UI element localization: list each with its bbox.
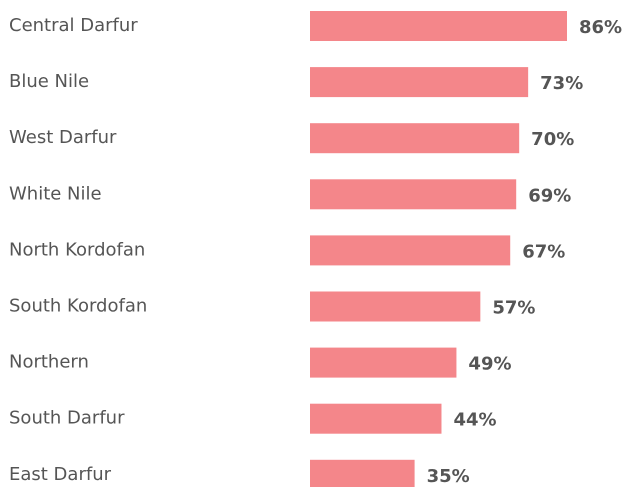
value-label: 67% bbox=[522, 241, 565, 262]
bar bbox=[310, 403, 442, 434]
category-label: North Kordofan bbox=[9, 239, 145, 260]
category-label: White Nile bbox=[9, 183, 102, 204]
category-label: Blue Nile bbox=[9, 71, 89, 92]
bar bbox=[310, 67, 529, 98]
bar bbox=[310, 291, 481, 322]
value-label: 86% bbox=[579, 17, 622, 38]
value-label: 44% bbox=[453, 410, 496, 431]
value-label: 70% bbox=[531, 129, 574, 150]
value-label: 69% bbox=[528, 185, 571, 206]
bar bbox=[310, 459, 415, 487]
bar bbox=[310, 347, 457, 378]
category-label: West Darfur bbox=[9, 127, 117, 148]
bar bbox=[310, 123, 520, 154]
value-label: 49% bbox=[468, 354, 511, 375]
category-label: Central Darfur bbox=[9, 15, 138, 36]
category-label: Northern bbox=[9, 352, 89, 373]
category-label: East Darfur bbox=[9, 464, 112, 485]
category-label: South Kordofan bbox=[9, 296, 147, 317]
value-label: 35% bbox=[427, 466, 470, 487]
value-label: 57% bbox=[492, 298, 535, 319]
bar bbox=[310, 235, 511, 266]
bar bbox=[310, 179, 517, 210]
category-label: South Darfur bbox=[9, 408, 125, 429]
bar bbox=[310, 11, 567, 41]
value-label: 73% bbox=[540, 73, 583, 94]
